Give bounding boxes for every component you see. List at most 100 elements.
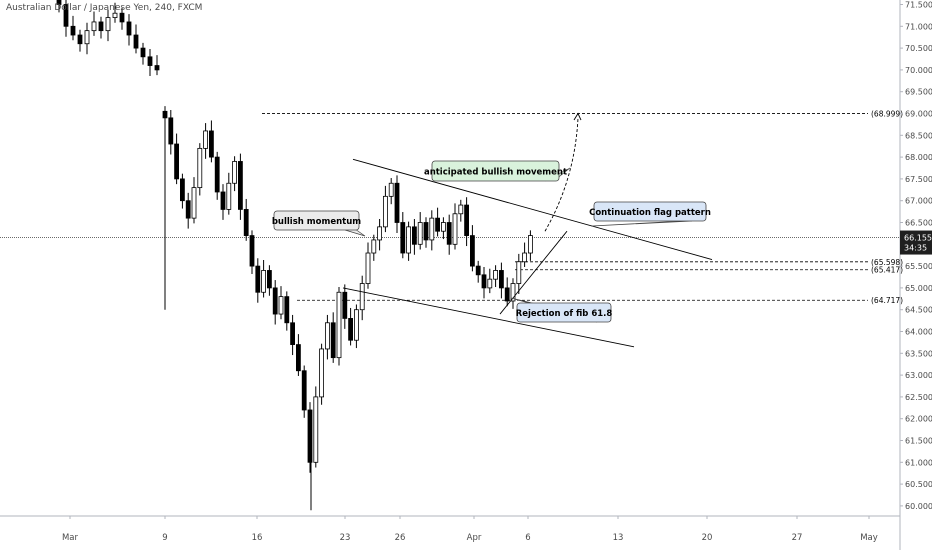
candle-body <box>147 56 153 66</box>
price-level-label: (65.598) <box>871 258 903 267</box>
label-momentum-box <box>273 210 360 231</box>
candle-body <box>498 270 504 289</box>
y-tick-label: 67.500 <box>905 175 932 184</box>
label-flag-box <box>593 201 707 222</box>
y-tick-label: 65.000 <box>905 284 932 293</box>
x-tick-label: 26 <box>395 533 406 543</box>
candle-body <box>243 209 249 236</box>
candle-body <box>98 21 104 32</box>
rising-support-line <box>499 230 568 315</box>
candle-body <box>249 235 255 267</box>
candle-body <box>377 226 383 241</box>
candle-body <box>284 296 290 324</box>
y-tick-label: 71.000 <box>905 22 932 31</box>
candle-body <box>70 25 76 36</box>
candle-body <box>411 226 417 245</box>
candle-body <box>487 278 493 289</box>
y-tick-label: 71.500 <box>905 1 932 10</box>
candle-body <box>272 287 278 315</box>
candle-body <box>435 217 441 232</box>
last-price-value: 66.155 <box>904 234 932 243</box>
price-level-label: (65.417) <box>871 266 903 275</box>
x-tick-label: 13 <box>613 533 624 543</box>
candle-body <box>440 222 446 232</box>
candle-body <box>336 291 342 359</box>
candle-body <box>365 252 371 284</box>
candle-body <box>266 270 272 289</box>
price-level-label: (68.999) <box>871 110 903 119</box>
candle-body <box>208 130 214 158</box>
y-tick-label: 69.000 <box>905 110 932 119</box>
candle-body <box>220 191 226 210</box>
x-tick-label: May <box>860 533 878 543</box>
plot-area <box>0 0 900 516</box>
candle-body <box>168 117 174 145</box>
candle-body <box>237 161 243 210</box>
candle-body <box>353 309 359 341</box>
drawing-layer: bullish momentum anticipated bullish move… <box>272 112 713 348</box>
label-momentum-pointer <box>344 228 366 237</box>
y-tick-label: 68.000 <box>905 153 932 162</box>
x-tick-label: 20 <box>702 533 713 543</box>
candle-body <box>232 161 238 184</box>
label-momentum-text: bullish momentum <box>272 217 361 227</box>
candle-body <box>481 274 487 289</box>
y-tick-label: 66.500 <box>905 219 932 228</box>
x-tick-label: 6 <box>525 533 530 543</box>
x-tick-label: Mar <box>62 533 79 543</box>
candle-body <box>469 235 475 267</box>
candle-body <box>261 270 267 293</box>
candle-body <box>493 270 499 280</box>
candle-body <box>278 296 284 315</box>
y-tick-label: 70.500 <box>905 44 932 53</box>
candle-body <box>203 130 209 149</box>
candle-body <box>307 409 313 463</box>
price-level-label: (64.717) <box>871 296 903 305</box>
last-price-tag <box>900 230 932 255</box>
candle-body <box>429 217 435 241</box>
candle-body <box>452 213 458 245</box>
candle-body <box>342 291 348 319</box>
anticipated-arrow <box>544 117 579 232</box>
candle-body <box>406 226 412 254</box>
candle-body <box>330 322 336 359</box>
candle-body <box>226 182 232 210</box>
candle-body <box>446 222 452 245</box>
candle-body <box>400 222 406 254</box>
candle-body <box>290 322 296 345</box>
candle-body <box>301 370 307 411</box>
candle-body <box>388 182 394 197</box>
x-tick-label: 16 <box>252 533 263 543</box>
x-tick-label: 9 <box>162 533 167 543</box>
candle-layer <box>56 0 533 511</box>
candle-body <box>359 283 365 311</box>
candle-body <box>126 21 132 36</box>
grid-layer <box>0 0 900 516</box>
candle-body <box>154 65 160 71</box>
candle-body <box>319 348 325 398</box>
x-tick-label: 27 <box>792 533 803 543</box>
label-flag-text: Continuation flag pattern <box>589 208 711 218</box>
y-tick-label: 64.000 <box>905 328 932 337</box>
candle-body <box>197 147 203 189</box>
candle-body <box>313 396 319 463</box>
candle-body <box>140 47 146 58</box>
anticipated-arrow-head <box>573 112 582 121</box>
candle-body <box>112 12 118 18</box>
label-anticipated-box <box>431 160 560 182</box>
countdown-value: 34:35 <box>904 244 927 253</box>
candle-body <box>371 239 377 254</box>
y-tick-label: 67.000 <box>905 197 932 206</box>
x-tick-label: 23 <box>340 533 351 543</box>
candle-body <box>394 182 400 223</box>
candle-body <box>185 200 191 219</box>
candle-body <box>214 156 220 193</box>
candle-body <box>423 222 429 241</box>
y-tick-label: 61.000 <box>905 458 932 467</box>
candle-body <box>63 4 69 27</box>
candle-body <box>191 187 197 219</box>
y-tick-label: 65.500 <box>905 262 932 271</box>
flag-lower-line <box>342 287 635 348</box>
